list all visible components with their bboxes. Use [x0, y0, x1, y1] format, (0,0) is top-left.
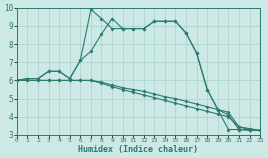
X-axis label: Humidex (Indice chaleur): Humidex (Indice chaleur)	[79, 145, 199, 154]
